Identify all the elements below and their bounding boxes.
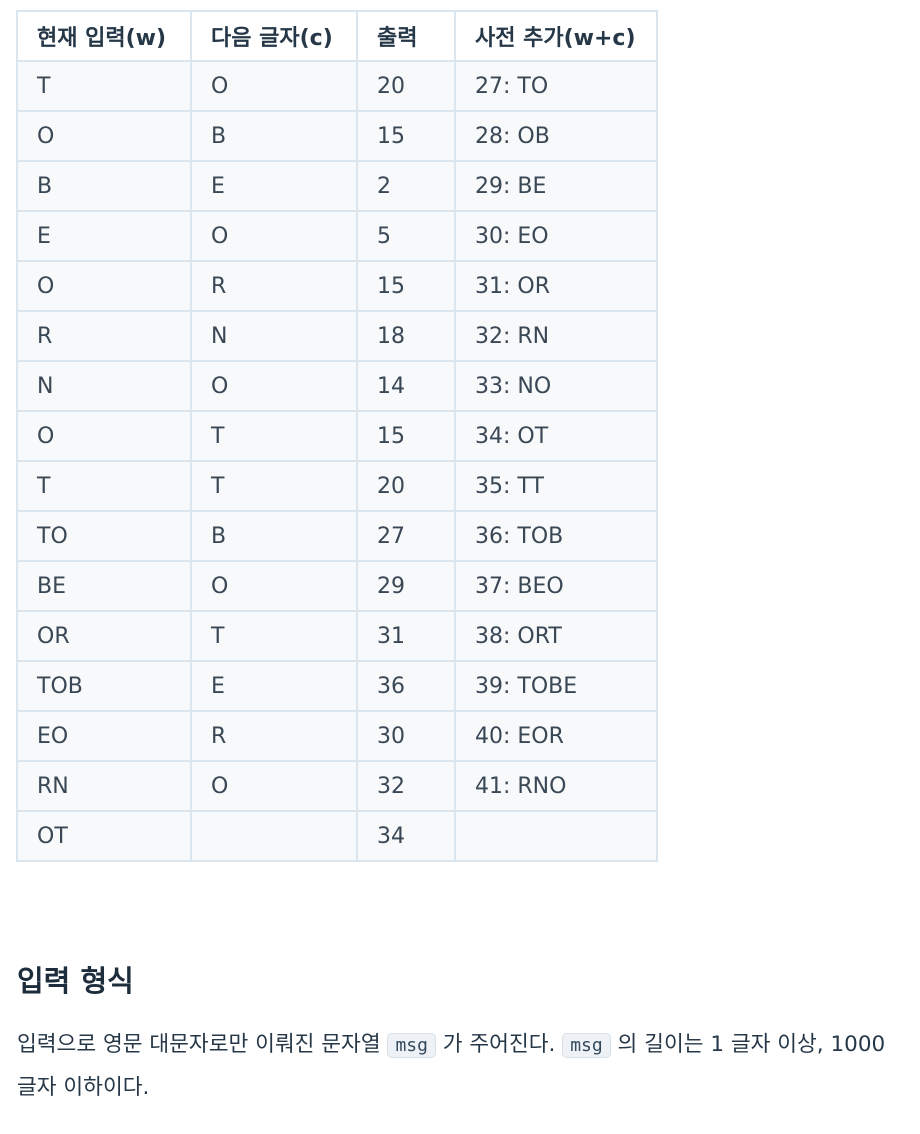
cell-dictionary-add: 27: TO	[454, 60, 658, 112]
table-row: O R 15 31: OR	[16, 260, 658, 312]
cell-next-char: T	[190, 460, 358, 512]
cell-dictionary-add: 39: TOBE	[454, 660, 658, 712]
cell-current-input: E	[16, 210, 192, 262]
table-row: TO B 27 36: TOB	[16, 510, 658, 562]
table-row: T O 20 27: TO	[16, 60, 658, 112]
table-row: O T 15 34: OT	[16, 410, 658, 462]
lzw-table: 현재 입력(w) 다음 글자(c) 출력 사전 추가(w+c) T O 20 2…	[16, 10, 658, 862]
cell-output: 15	[356, 260, 456, 312]
cell-next-char: O	[190, 60, 358, 112]
cell-next-char: R	[190, 710, 358, 762]
cell-output: 18	[356, 310, 456, 362]
table-row: BE O 29 37: BEO	[16, 560, 658, 612]
table-row: O B 15 28: OB	[16, 110, 658, 162]
table-row: EO R 30 40: EOR	[16, 710, 658, 762]
header-dictionary-add: 사전 추가(w+c)	[454, 10, 658, 62]
header-current-input: 현재 입력(w)	[16, 10, 192, 62]
cell-dictionary-add: 35: TT	[454, 460, 658, 512]
inline-code-msg: msg	[387, 1033, 436, 1058]
table-row: N O 14 33: NO	[16, 360, 658, 412]
cell-current-input: RN	[16, 760, 192, 812]
table-row: OR T 31 38: ORT	[16, 610, 658, 662]
cell-dictionary-add	[454, 810, 658, 862]
cell-next-char: T	[190, 610, 358, 662]
table-row: R N 18 32: RN	[16, 310, 658, 362]
cell-dictionary-add: 30: EO	[454, 210, 658, 262]
cell-next-char: E	[190, 160, 358, 212]
cell-next-char: O	[190, 760, 358, 812]
cell-next-char: O	[190, 210, 358, 262]
cell-next-char: B	[190, 110, 358, 162]
description-text: 입력으로 영문 대문자로만 이뤄진 문자열	[17, 1032, 388, 1057]
cell-dictionary-add: 31: OR	[454, 260, 658, 312]
cell-current-input: T	[16, 60, 192, 112]
cell-dictionary-add: 33: NO	[454, 360, 658, 412]
cell-output: 27	[356, 510, 456, 562]
cell-current-input: TO	[16, 510, 192, 562]
cell-output: 30	[356, 710, 456, 762]
cell-output: 34	[356, 810, 456, 862]
cell-output: 2	[356, 160, 456, 212]
cell-current-input: BE	[16, 560, 192, 612]
cell-output: 31	[356, 610, 456, 662]
cell-dictionary-add: 37: BEO	[454, 560, 658, 612]
cell-current-input: N	[16, 360, 192, 412]
cell-output: 20	[356, 60, 456, 112]
cell-dictionary-add: 29: BE	[454, 160, 658, 212]
cell-current-input: B	[16, 160, 192, 212]
input-format-description: 입력으로 영문 대문자로만 이뤄진 문자열 msg 가 주어진다. msg 의 …	[17, 1024, 907, 1109]
cell-output: 20	[356, 460, 456, 512]
inline-code-msg: msg	[562, 1033, 611, 1058]
cell-output: 14	[356, 360, 456, 412]
table-row: E O 5 30: EO	[16, 210, 658, 262]
cell-next-char: O	[190, 360, 358, 412]
table-row: OT 34	[16, 810, 658, 862]
description-text: 의 길이는 1 글자 이상, 1000 글자 이하이다.	[17, 1032, 886, 1100]
table-row: T T 20 35: TT	[16, 460, 658, 512]
header-next-char: 다음 글자(c)	[190, 10, 358, 62]
table-row: RN O 32 41: RNO	[16, 760, 658, 812]
cell-dictionary-add: 38: ORT	[454, 610, 658, 662]
cell-dictionary-add: 40: EOR	[454, 710, 658, 762]
cell-next-char: R	[190, 260, 358, 312]
cell-current-input: T	[16, 460, 192, 512]
cell-current-input: OT	[16, 810, 192, 862]
cell-next-char: N	[190, 310, 358, 362]
cell-current-input: O	[16, 110, 192, 162]
table-row: TOB E 36 39: TOBE	[16, 660, 658, 712]
cell-output: 32	[356, 760, 456, 812]
cell-current-input: TOB	[16, 660, 192, 712]
cell-current-input: R	[16, 310, 192, 362]
cell-current-input: O	[16, 260, 192, 312]
cell-current-input: EO	[16, 710, 192, 762]
cell-output: 15	[356, 110, 456, 162]
cell-dictionary-add: 36: TOB	[454, 510, 658, 562]
input-format-heading: 입력 형식	[17, 964, 134, 998]
cell-current-input: OR	[16, 610, 192, 662]
cell-dictionary-add: 34: OT	[454, 410, 658, 462]
header-output: 출력	[356, 10, 456, 62]
cell-next-char: O	[190, 560, 358, 612]
cell-output: 15	[356, 410, 456, 462]
cell-current-input: O	[16, 410, 192, 462]
cell-next-char	[190, 810, 358, 862]
cell-output: 36	[356, 660, 456, 712]
table-row: B E 2 29: BE	[16, 160, 658, 212]
cell-next-char: E	[190, 660, 358, 712]
cell-dictionary-add: 32: RN	[454, 310, 658, 362]
cell-next-char: T	[190, 410, 358, 462]
cell-output: 29	[356, 560, 456, 612]
cell-dictionary-add: 28: OB	[454, 110, 658, 162]
cell-next-char: B	[190, 510, 358, 562]
cell-dictionary-add: 41: RNO	[454, 760, 658, 812]
description-text: 가 주어진다.	[435, 1032, 563, 1057]
cell-output: 5	[356, 210, 456, 262]
table-header-row: 현재 입력(w) 다음 글자(c) 출력 사전 추가(w+c)	[16, 10, 658, 62]
